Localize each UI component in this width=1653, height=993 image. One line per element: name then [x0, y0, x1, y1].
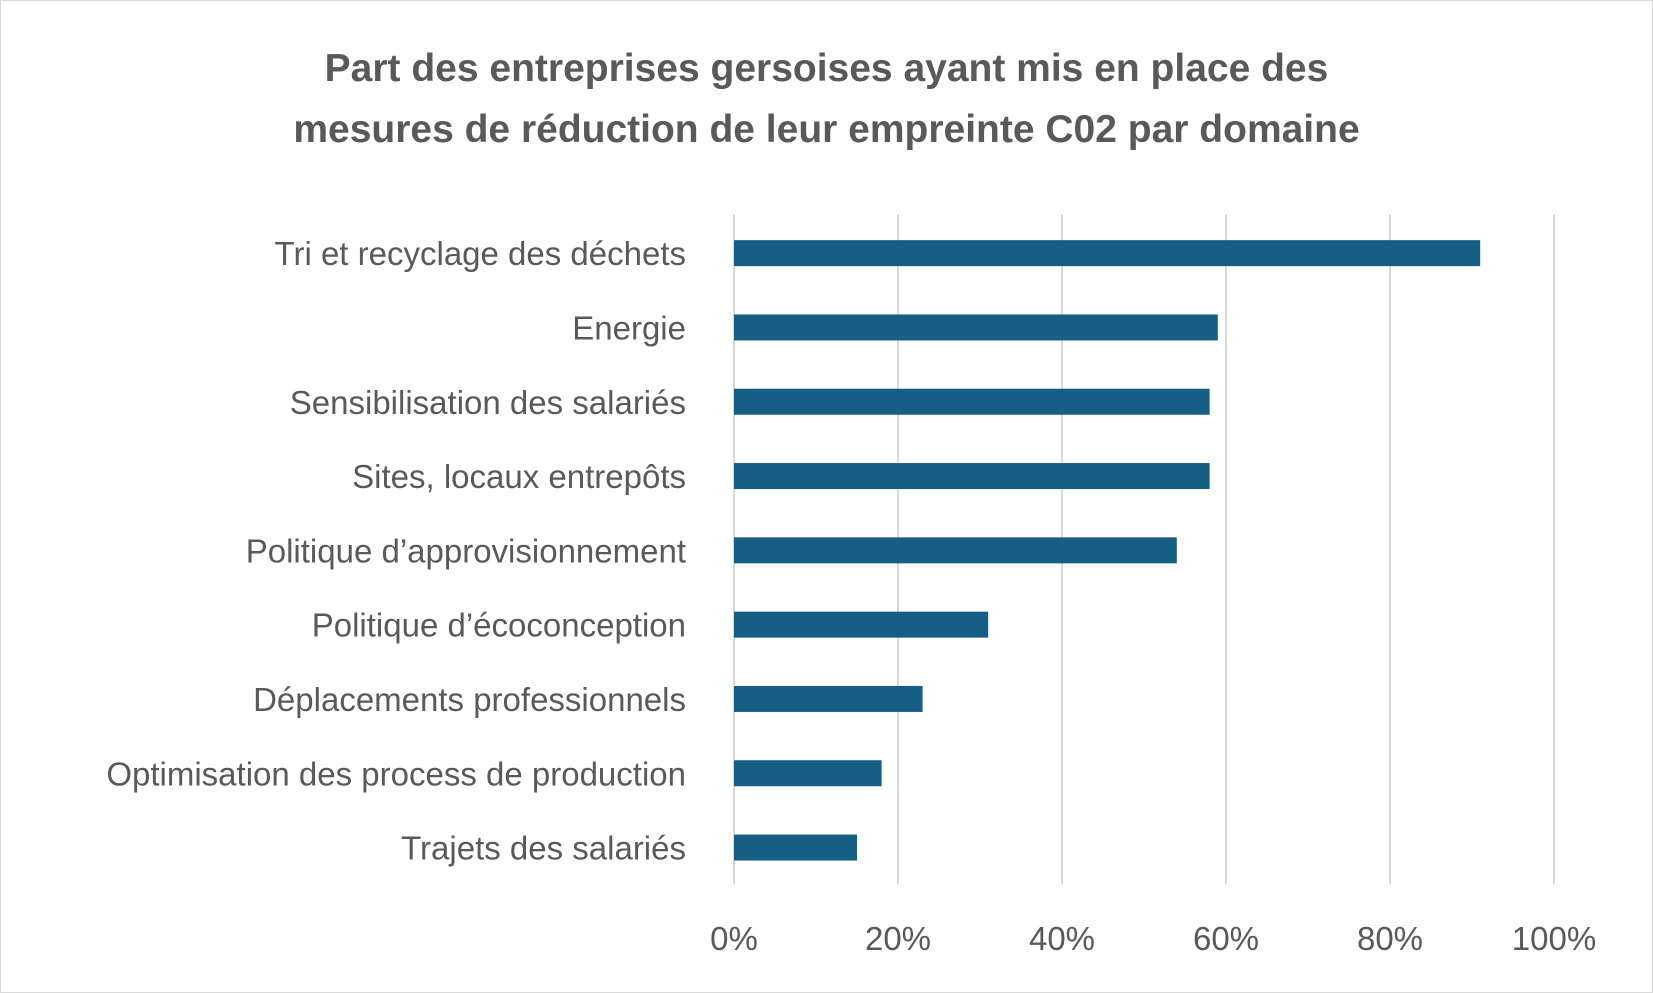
bar	[734, 611, 989, 638]
category-label: Politique d’écoconception	[312, 607, 686, 644]
category-label: Trajets des salariés	[401, 830, 686, 867]
bar	[734, 388, 1210, 415]
x-tick-label: 0%	[710, 920, 758, 957]
category-label: Optimisation des process de production	[106, 755, 686, 792]
category-label: Sites, locaux entrepôts	[352, 458, 686, 495]
x-tick-label: 100%	[1512, 920, 1596, 957]
bar	[734, 314, 1218, 341]
category-label: Sensibilisation des salariés	[290, 384, 686, 421]
category-label: Tri et recyclage des déchets	[275, 235, 686, 272]
x-tick-label: 60%	[1193, 920, 1259, 957]
x-tick-label: 80%	[1357, 920, 1423, 957]
bar	[734, 537, 1177, 564]
bars	[734, 240, 1481, 861]
bar	[734, 463, 1210, 490]
x-tick-label: 20%	[865, 920, 931, 957]
chart-title-line-2: mesures de réduction de leur empreinte C…	[293, 108, 1360, 151]
bar	[734, 834, 857, 861]
chart-title: Part des entreprises gersoises ayant mis…	[0, 38, 1653, 160]
chart-title-line-1: Part des entreprises gersoises ayant mis…	[324, 47, 1329, 90]
bar	[734, 760, 882, 787]
bar	[734, 240, 1481, 267]
category-label: Energie	[572, 309, 686, 346]
category-labels: Tri et recyclage des déchets Energie Sensi…	[106, 235, 686, 866]
bar	[734, 685, 923, 712]
category-label: Déplacements professionnels	[253, 681, 686, 718]
category-label: Politique d’approvisionnement	[246, 532, 686, 569]
x-tick-label: 40%	[1029, 920, 1095, 957]
x-axis-tick-labels: 0% 20% 40% 60% 80% 100%	[710, 920, 1596, 957]
